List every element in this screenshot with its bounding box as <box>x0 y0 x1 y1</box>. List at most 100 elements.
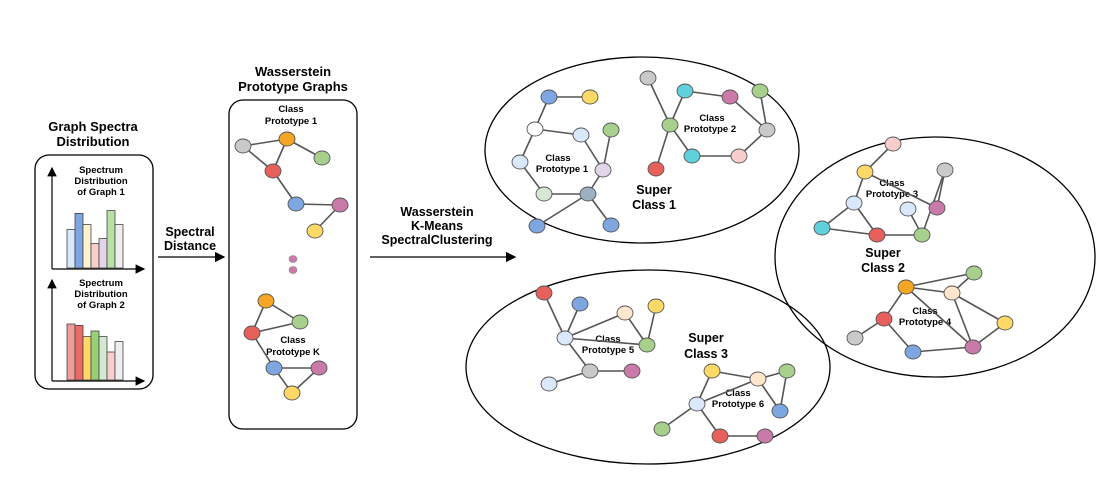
prototype-5-label-line1: Class <box>595 334 620 345</box>
class-prototype-6-graph-node-a <box>703 363 721 379</box>
graph-spectra-panel: Graph Spectra Distribution Spectrum Dist… <box>34 119 154 390</box>
chart1-bar-4 <box>90 243 100 269</box>
protoK-label-line1: Class <box>280 335 305 346</box>
class-prototype-3-graph-node-c <box>936 162 954 178</box>
chart1-bar-1 <box>66 229 76 269</box>
class-prototype-4-graph-node-c <box>943 285 961 301</box>
class-prototype-6-graph-node-c <box>778 363 796 379</box>
class-prototype-1-graph-node-h <box>535 186 553 202</box>
class-prototype-5-graph-node-b <box>571 296 589 312</box>
ellipsis-dots <box>288 255 298 274</box>
arrow1-label-line2: Distance <box>164 239 216 253</box>
class-prototype-2-graph <box>639 70 776 177</box>
chart2-label-line1: Spectrum <box>79 278 123 289</box>
super-class-1-label-line1: Super <box>636 183 672 197</box>
class-prototype-5-graph-node-h <box>540 376 558 392</box>
prototype-1-graph <box>234 131 349 239</box>
kmeans-arrow: Wasserstein K-Means SpectralClustering <box>370 205 517 263</box>
graph-spectra-title-line1: Graph Spectra <box>48 119 138 134</box>
class-prototype-2-graph-node-f <box>758 122 776 138</box>
arrow2-label-line1: Wasserstein <box>400 205 473 219</box>
prototype-1-graph-node-e <box>287 196 305 212</box>
chart1-bar-3 <box>82 224 92 269</box>
class-prototype-1-graph-node-j <box>528 218 546 234</box>
class-prototype-4-graph-edge-6 <box>951 292 974 348</box>
class-prototype-4-graph <box>846 265 1014 360</box>
class-prototype-2-graph-node-d <box>751 83 769 99</box>
class-prototype-5-graph-node-g <box>581 363 599 379</box>
prototype-1-graph-node-g <box>306 223 324 239</box>
wasserstein-prototype-panel: Wasserstein Prototype Graphs Class Proto… <box>228 64 358 430</box>
prototype-3-label-line2: Prototype 3 <box>866 189 918 200</box>
class-prototype-4-graph-edge-11 <box>905 286 974 348</box>
prototype-6-label-line1: Class <box>725 388 750 399</box>
prototype-1-label-line2: Prototype 1 <box>536 164 589 175</box>
class-prototype-4-graph-edge-1 <box>905 272 975 288</box>
spectrum-chart-1: Spectrum Distribution of Graph 1 <box>47 165 146 274</box>
class-prototype-6-graph-node-f <box>653 421 671 437</box>
class-prototype-5-graph-node-f <box>638 337 656 353</box>
class-prototype-5-graph-edge-1 <box>543 292 566 339</box>
prototype-k-graph-node-e <box>310 360 328 376</box>
proto1-label-line1: Class <box>278 104 303 115</box>
super-class-2-ellipse <box>774 136 1096 378</box>
prototype-1-graph-node-a <box>278 131 296 147</box>
chart2-bar-1 <box>66 323 76 381</box>
class-prototype-1-graph-node-g <box>594 162 612 178</box>
prototype-graphs <box>234 70 1014 444</box>
class-prototype-3-graph-edge-8 <box>864 171 938 209</box>
class-prototype-4-graph-edge-5 <box>951 292 1006 324</box>
class-prototype-5-graph-node-i <box>623 363 641 379</box>
protoK-label-line2: Prototype K <box>266 347 320 358</box>
class-prototype-2-graph-edge-3 <box>729 96 768 131</box>
chart2-bar-6 <box>106 351 116 381</box>
class-prototype-1-graph-node-b <box>581 89 599 105</box>
super-class-1-label-line2: Class 1 <box>632 198 676 212</box>
class-prototype-1-graph-node-a <box>540 89 558 105</box>
prototype-6-label-line2: Prototype 6 <box>712 399 764 410</box>
prototype-1-graph-node-b <box>234 138 252 154</box>
prototype-k-graph-node-a <box>257 293 275 309</box>
class-prototype-2-graph-edge-6 <box>655 124 671 170</box>
prototype-k-graph-node-b <box>291 314 309 330</box>
prototype-k-graph-node-c <box>243 325 261 341</box>
arrow2-label-line3: SpectralClustering <box>381 233 492 247</box>
class-prototype-3-graph-node-b <box>856 164 874 180</box>
class-prototype-1-graph-node-i <box>579 186 597 202</box>
prototype-panel-title-line1: Wasserstein <box>255 64 331 79</box>
class-prototype-6-graph <box>653 363 796 444</box>
super-class-3-label-line2: Class 3 <box>684 347 728 361</box>
prototype-1-graph-node-d <box>264 163 282 179</box>
class-prototype-5-graph-edge-3 <box>564 312 626 339</box>
chart2-label-line3: of Graph 2 <box>77 300 125 311</box>
class-prototype-5-graph-node-a <box>535 285 553 301</box>
class-prototype-3-graph-node-a <box>884 136 902 152</box>
class-prototype-6-graph-node-b <box>749 371 767 387</box>
prototype-1-graph-node-c <box>313 150 331 166</box>
spectral-distance-arrow: Spectral Distance <box>158 225 226 263</box>
class-prototype-2-graph-node-i <box>730 148 748 164</box>
prototype-4-label-line1: Class <box>912 306 937 317</box>
prototype-2-label-line2: Prototype 2 <box>684 124 736 135</box>
class-prototype-3-graph-node-f <box>928 200 946 216</box>
class-prototype-4-graph-node-a <box>897 279 915 295</box>
class-prototype-1-graph-edge-10 <box>536 193 589 227</box>
arrow1-label-line1: Spectral <box>165 225 214 239</box>
class-prototype-2-graph-node-g <box>647 161 665 177</box>
chart1-bars <box>66 210 124 269</box>
class-prototype-1-graph-node-e <box>602 122 620 138</box>
class-prototype-1-graph-node-d <box>572 127 590 143</box>
class-prototype-2-graph-node-e <box>661 117 679 133</box>
chart1-bar-6 <box>106 210 116 269</box>
class-prototype-2-graph-node-b <box>676 83 694 99</box>
prototype-2-label-line1: Class <box>699 113 724 124</box>
chart2-bar-3 <box>82 336 92 381</box>
class-prototype-3-graph-node-d <box>845 195 863 211</box>
prototype-k-graph-node-d <box>265 360 283 376</box>
super-class-1-ellipse <box>484 56 800 244</box>
class-prototype-5-graph-node-d <box>616 305 634 321</box>
chart2-bars <box>66 323 124 381</box>
graph-spectra-box <box>34 154 154 390</box>
super-class-2-label-line1: Super <box>865 246 901 260</box>
